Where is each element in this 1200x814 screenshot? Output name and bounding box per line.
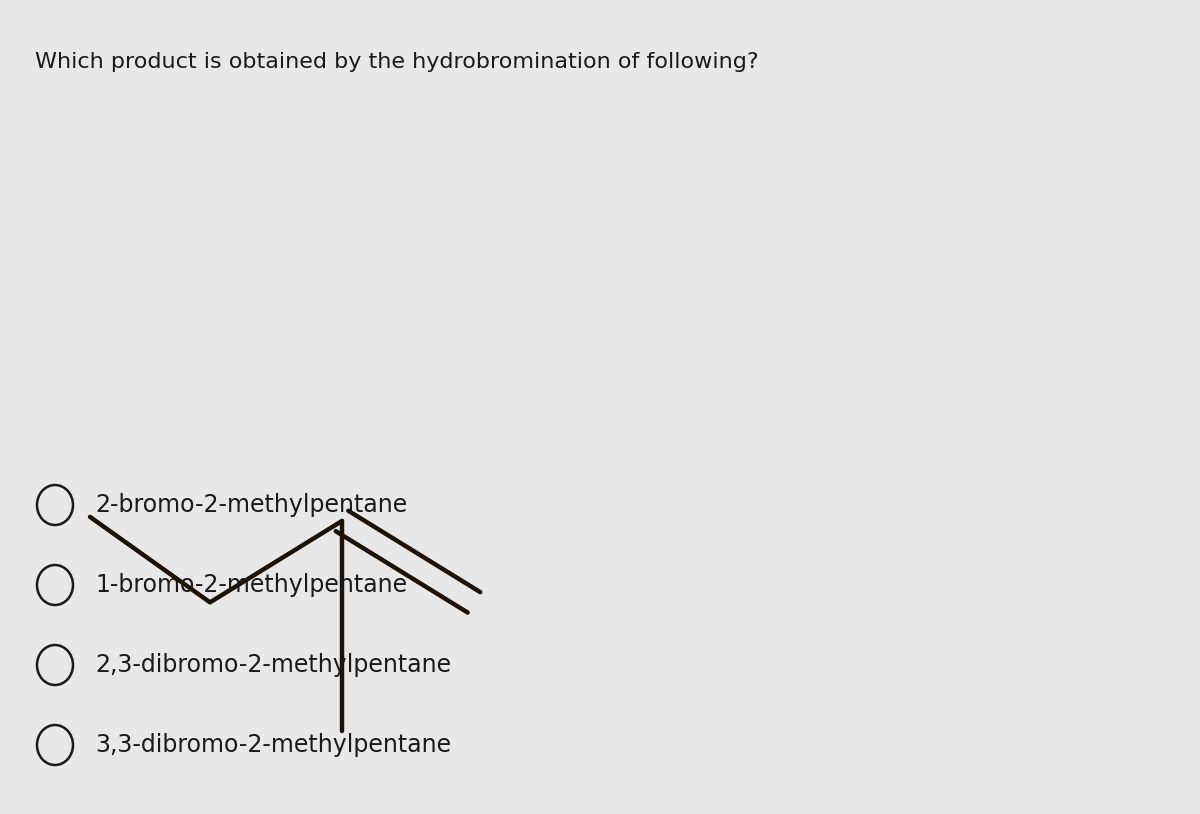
Text: Which product is obtained by the hydrobromination of following?: Which product is obtained by the hydrobr… — [35, 52, 758, 72]
Text: 2-bromo-2-methylpentane: 2-bromo-2-methylpentane — [95, 493, 407, 517]
Text: 2,3-dibromo-2-methylpentane: 2,3-dibromo-2-methylpentane — [95, 653, 451, 677]
Text: 1-bromo-2-methylpentane: 1-bromo-2-methylpentane — [95, 573, 407, 597]
Text: 3,3-dibromo-2-methylpentane: 3,3-dibromo-2-methylpentane — [95, 733, 451, 757]
